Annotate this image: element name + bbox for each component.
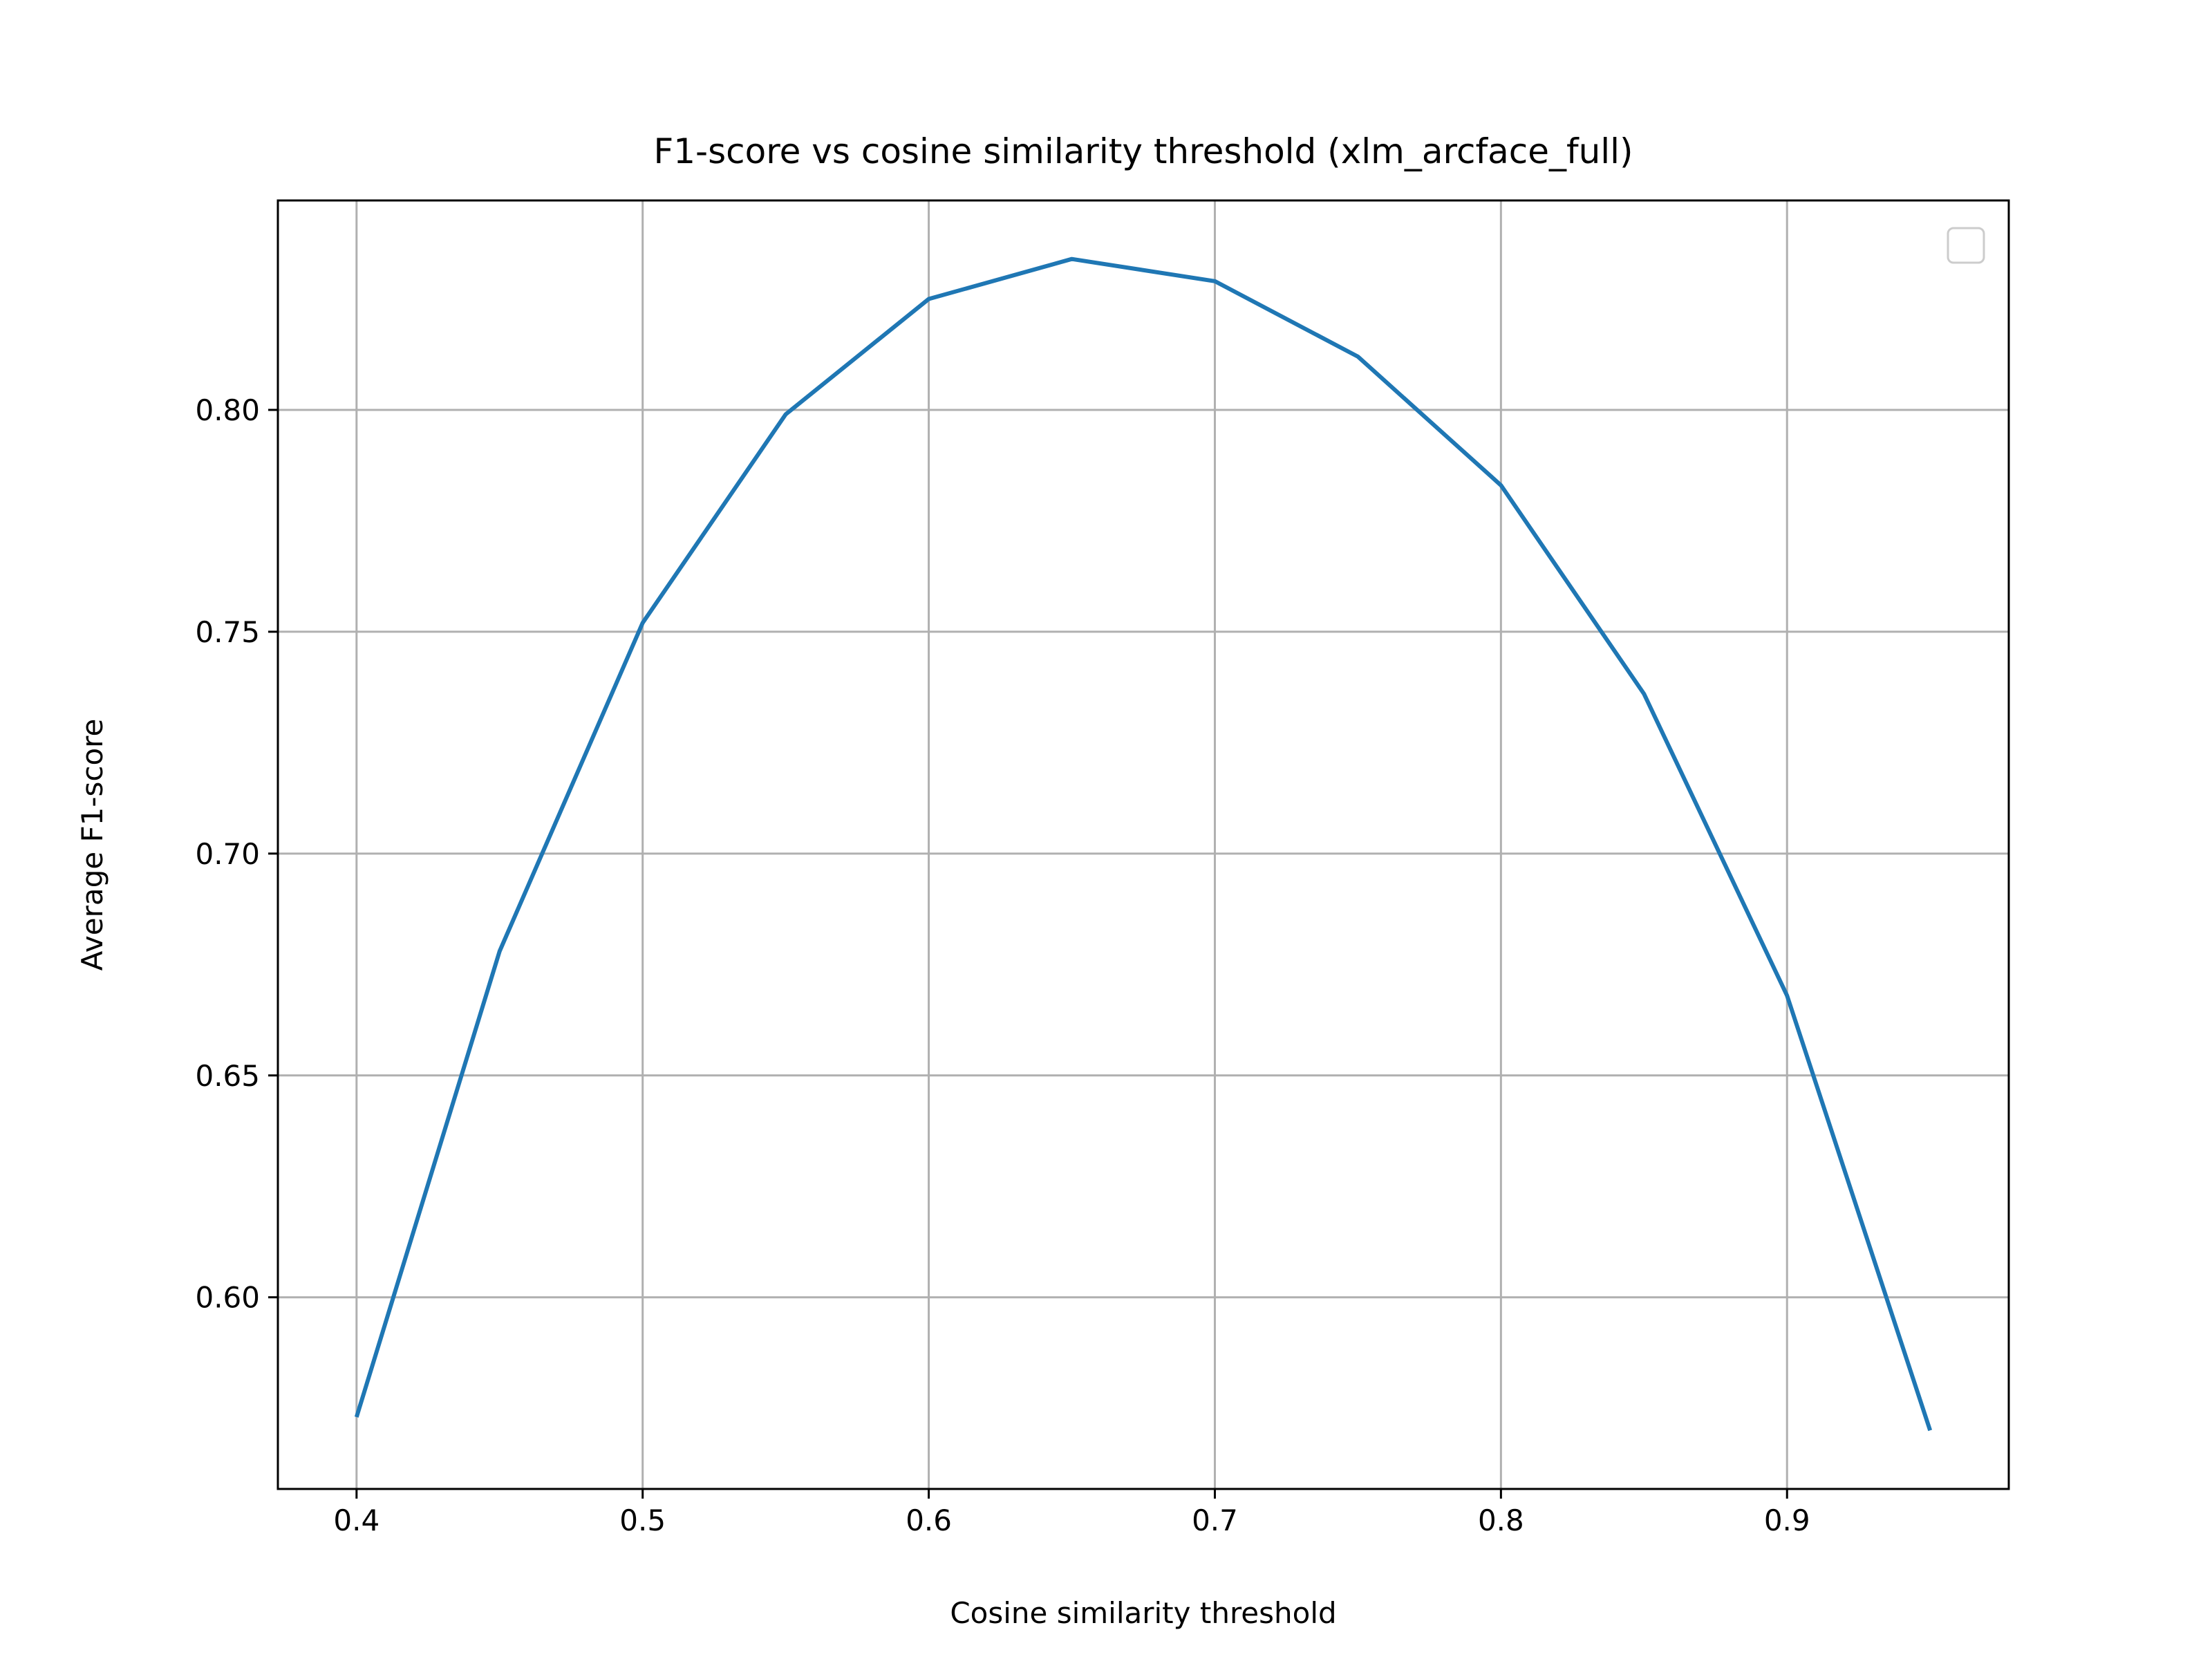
axis-ticks: 0.4 0.5 0.6 0.7 0.8 0.9 0.60 0.65 0.70 0.75 0.80 xyxy=(195,393,1810,1537)
chart-title: F1-score vs cosine similarity threshold … xyxy=(653,131,1633,171)
y-tick-label: 0.60 xyxy=(195,1281,260,1315)
series-layer xyxy=(354,256,1933,1432)
x-axis-label: Cosine similarity threshold xyxy=(950,1596,1336,1630)
x-tick-label: 0.5 xyxy=(619,1503,666,1537)
legend-box xyxy=(1947,227,1985,264)
y-tick-label: 0.80 xyxy=(195,393,260,427)
series-line xyxy=(354,256,1933,1432)
y-tick-label: 0.65 xyxy=(195,1059,260,1093)
x-tick-label: 0.4 xyxy=(333,1503,379,1537)
x-tick-label: 0.9 xyxy=(1764,1503,1810,1537)
x-tick-label: 0.6 xyxy=(906,1503,952,1537)
grid-lines xyxy=(278,200,2009,1489)
x-tick-label: 0.8 xyxy=(1478,1503,1524,1537)
y-tick-label: 0.75 xyxy=(195,615,260,649)
plot-frame xyxy=(276,199,2010,1490)
y-axis-label: Average F1-score xyxy=(75,719,109,971)
y-tick-label: 0.70 xyxy=(195,837,260,871)
x-tick-label: 0.7 xyxy=(1192,1503,1238,1537)
